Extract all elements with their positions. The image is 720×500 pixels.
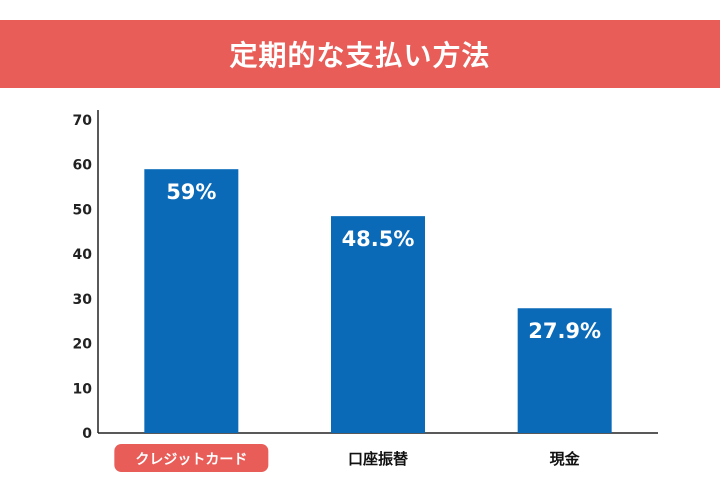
bar (144, 169, 239, 433)
y-tick-label: 50 (73, 202, 93, 218)
bar-value-label: 48.5% (342, 227, 415, 251)
chart-title: 定期的な支払い方法 (229, 39, 491, 72)
category-label: 口座振替 (348, 450, 409, 468)
title-banner: 定期的な支払い方法 (0, 20, 720, 88)
category-label: クレジットカード (135, 452, 247, 468)
y-tick-label: 70 (73, 113, 93, 129)
bar-value-label: 59% (166, 180, 216, 204)
y-tick-label: 30 (73, 292, 93, 308)
y-tick-label: 10 (73, 381, 93, 397)
y-tick-label: 20 (73, 337, 93, 353)
y-tick-label: 0 (82, 426, 92, 442)
category-highlight-badge (114, 444, 269, 472)
bar (331, 216, 425, 433)
y-tick-label: 60 (73, 158, 93, 174)
category-label: 現金 (550, 450, 581, 468)
y-tick-label: 40 (73, 247, 93, 263)
bar-value-label: 27.9% (528, 319, 601, 343)
bar (517, 308, 612, 433)
